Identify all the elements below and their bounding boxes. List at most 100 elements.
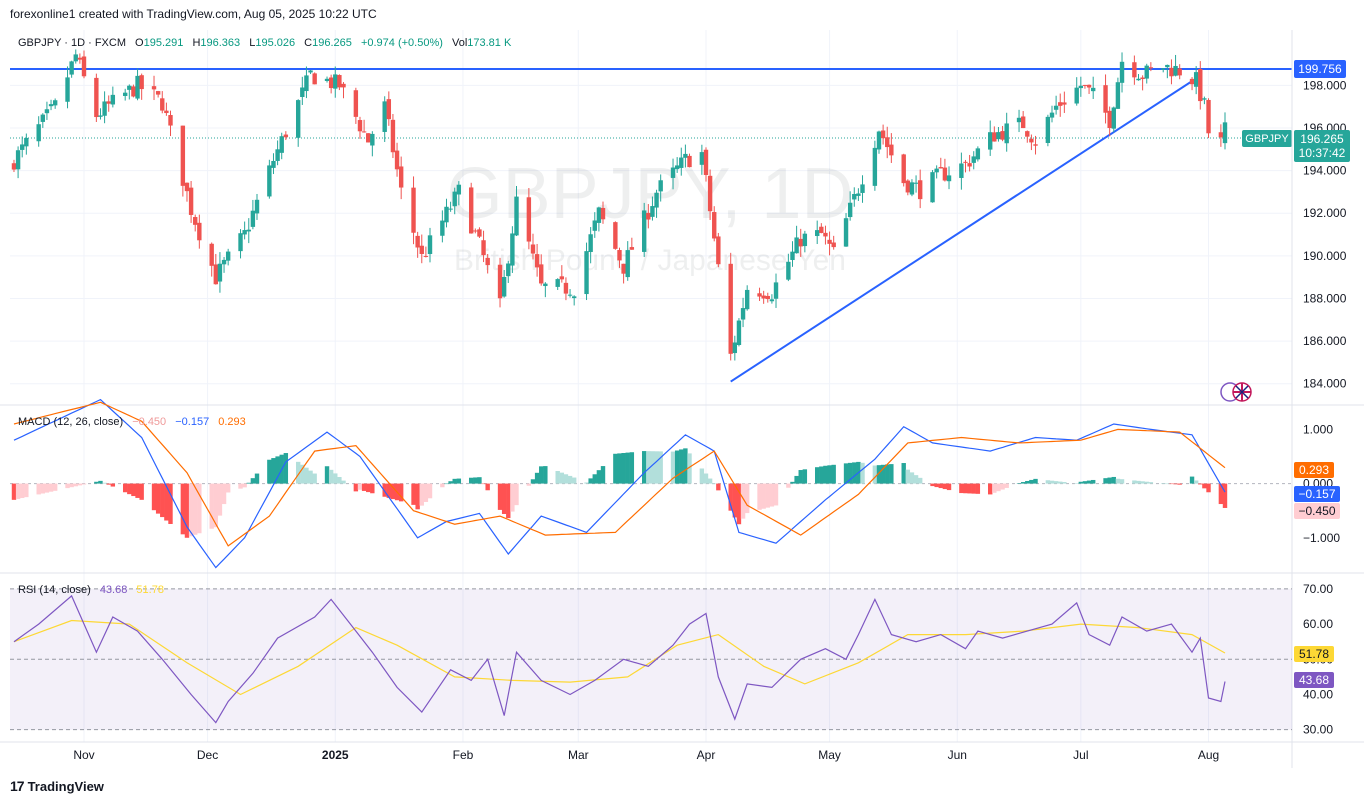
footer-brand[interactable]: 17 TradingView — [10, 778, 104, 794]
candle-body — [674, 165, 680, 170]
macd-line — [13, 398, 1226, 569]
candle-body — [386, 99, 392, 120]
macd-hist-bar — [217, 483, 223, 516]
candle-body — [353, 90, 359, 117]
candle-body — [155, 91, 161, 95]
candle-body — [913, 182, 919, 184]
macd-hist-bar — [238, 483, 243, 489]
macd-hist-bar — [1107, 477, 1112, 484]
macd-hist-bar — [988, 483, 993, 495]
macd-hist-bar — [1115, 478, 1121, 484]
candle-body — [773, 282, 779, 299]
macd-hist-bar — [1161, 483, 1166, 484]
candle-body — [271, 160, 276, 168]
candle-body — [398, 166, 404, 188]
candle-body — [514, 196, 519, 236]
macd-hist-bar — [827, 465, 832, 484]
macd-hist-bar — [390, 483, 396, 500]
gbp-flag-icon[interactable] — [1220, 382, 1252, 402]
candle-body — [188, 187, 194, 215]
macd-hist-bar — [790, 481, 795, 484]
macd-hist-bar — [901, 463, 906, 484]
macd-hist-bar — [94, 481, 99, 484]
candle-body — [180, 125, 186, 186]
macd-hist-bar — [209, 483, 214, 529]
rsi-ma-badge — [1294, 646, 1334, 662]
macd-hist-bar — [530, 479, 536, 484]
candle-body — [539, 264, 544, 284]
candle-body — [938, 167, 943, 169]
macd-hist-bar — [1049, 480, 1055, 484]
legend-symbol: GBPJPY · 1D · FXCM — [18, 37, 126, 49]
candle-body — [312, 73, 317, 85]
candle-body — [831, 242, 836, 248]
candle-body — [250, 210, 256, 227]
candle-body — [40, 114, 46, 122]
candle-body — [988, 132, 993, 150]
candle-body — [468, 187, 474, 234]
candle-body — [1111, 107, 1116, 129]
macd-hist-bar — [885, 464, 890, 484]
candle-body — [1198, 68, 1203, 102]
macd-hist-bar — [1144, 481, 1149, 484]
candle-body — [164, 110, 169, 114]
candle-body — [1025, 131, 1030, 137]
candle-body — [52, 100, 58, 106]
macd-hist-bar — [650, 451, 655, 484]
rsi-legend[interactable]: RSI (14, close) 43.68 51.78 — [18, 584, 164, 596]
macd-hist-bar — [563, 474, 569, 484]
macd-hist-bar — [246, 482, 251, 484]
candle-body — [238, 233, 243, 252]
candle-body — [110, 94, 116, 105]
macd-hist-bar — [658, 451, 663, 484]
candle-body — [151, 86, 157, 90]
candle-body — [1053, 105, 1059, 110]
candle-body — [415, 235, 420, 248]
candle-body — [300, 87, 305, 97]
macd-hist-bar — [909, 472, 915, 484]
time-tick-label: Aug — [1198, 748, 1219, 762]
candles — [11, 49, 1228, 361]
rsi-tick-label: 40.00 — [1303, 687, 1333, 701]
candle-body — [1016, 117, 1022, 123]
candle-body — [909, 182, 915, 195]
trendline[interactable] — [730, 80, 1193, 383]
candle-body — [670, 167, 676, 178]
header-attribution: forexonline1 created with TradingView.co… — [10, 7, 377, 21]
candle-body — [712, 212, 717, 239]
macd-hist-bar — [370, 483, 375, 494]
legend-change: +0.974 (+0.50%) — [361, 37, 443, 49]
macd-hist-bar — [852, 462, 857, 484]
macd-legend-hist: −0.450 — [132, 416, 166, 428]
macd-hist-bar — [275, 456, 280, 484]
ohlc-legend[interactable]: GBPJPY · 1D · FXCM O195.291 H196.363 L19… — [18, 37, 512, 49]
macd-legend[interactable]: MACD (12, 26, close) −0.450 −0.157 0.293 — [18, 416, 246, 428]
price-axis: 198.000196.000194.000192.000190.000188.0… — [1303, 78, 1347, 390]
macd-hist-bar — [1165, 483, 1170, 485]
macd-hist-bar — [295, 461, 301, 484]
macd-hist-bar — [831, 464, 836, 484]
macd-hist-bar — [353, 483, 359, 492]
candle-body — [1202, 98, 1207, 100]
price-tick-label: 188.000 — [1303, 291, 1347, 305]
macd-hist-bar — [448, 481, 453, 484]
macd-hist-bar — [1222, 483, 1228, 508]
macd-hist-bar — [1198, 483, 1203, 485]
candle-body — [106, 101, 111, 104]
macd-signal-badge — [1294, 462, 1334, 478]
candle-body — [246, 229, 251, 232]
macd-hist-bar — [20, 483, 25, 499]
macd-hist-bar — [213, 483, 219, 528]
candle-body — [427, 235, 433, 255]
svg-text:RSI (14, close) 43.68: RSI (14, close) 43.68 51.78 — [18, 584, 164, 596]
candle-body — [1218, 132, 1224, 138]
candle-body — [341, 83, 346, 88]
candle-body — [11, 163, 17, 170]
macd-hist-bar — [135, 483, 140, 498]
candle-body — [1165, 64, 1170, 68]
candle-body — [98, 115, 103, 117]
candle-body — [1033, 144, 1038, 146]
macd-hist-bar — [1000, 483, 1005, 490]
candle-body — [456, 184, 462, 195]
